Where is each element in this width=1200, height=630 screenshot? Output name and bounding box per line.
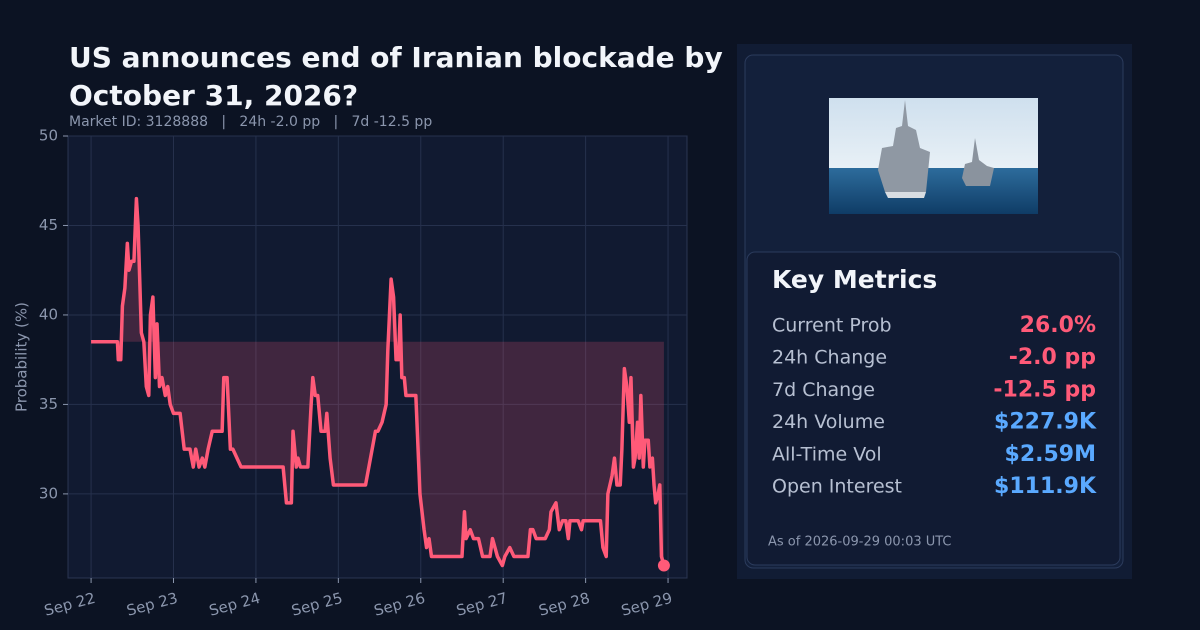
metric-value: -2.0 pp xyxy=(1009,345,1096,370)
metric-label: 24h Volume xyxy=(772,411,885,433)
x-tick-label: Sep 23 xyxy=(125,589,180,620)
x-tick-label: Sep 29 xyxy=(619,589,674,620)
y-tick-label: 40 xyxy=(39,305,58,323)
metric-label: All-Time Vol xyxy=(772,443,882,465)
line xyxy=(91,196,666,568)
as-of: As of 2026-09-29 00:03 UTC xyxy=(768,535,952,550)
x-tick-label: Sep 25 xyxy=(290,589,345,620)
x-tick-label: Sep 28 xyxy=(537,589,592,620)
plot-area xyxy=(67,135,688,579)
metrics-title: Key Metrics xyxy=(772,265,937,294)
area-fill xyxy=(91,198,664,566)
y-tick-label: 30 xyxy=(39,484,58,502)
metric-value: -12.5 pp xyxy=(993,377,1096,402)
metric-value: 26.0% xyxy=(1020,313,1096,338)
x-tick-label: Sep 26 xyxy=(372,589,427,620)
x-tick-label: Sep 27 xyxy=(454,589,509,620)
metric-label: 24h Change xyxy=(772,347,887,369)
metrics-box xyxy=(746,251,1121,566)
x-tick-label: Sep 24 xyxy=(207,589,262,620)
metric-label: Current Prob xyxy=(772,315,892,337)
metric-value: $111.9K xyxy=(994,474,1097,499)
y-tick-label: 45 xyxy=(39,216,58,234)
end-point xyxy=(657,559,670,572)
metric-label: Open Interest xyxy=(772,476,902,498)
x-tick-label: Sep 22 xyxy=(42,589,97,620)
metric-value: $2.59M xyxy=(1005,442,1096,467)
metric-label: 7d Change xyxy=(772,379,875,401)
subtitle: Market ID: 3128888 | 24h -2.0 pp | 7d -1… xyxy=(69,114,433,130)
photo xyxy=(829,98,1038,214)
y-tick-label: 50 xyxy=(39,127,58,145)
chart-title: US announces end of Iranian blockade by … xyxy=(69,41,723,112)
metric-value: $227.9K xyxy=(994,410,1097,435)
y-tick-label: 35 xyxy=(39,395,58,413)
y-axis-label: Probability (%) xyxy=(13,302,31,412)
